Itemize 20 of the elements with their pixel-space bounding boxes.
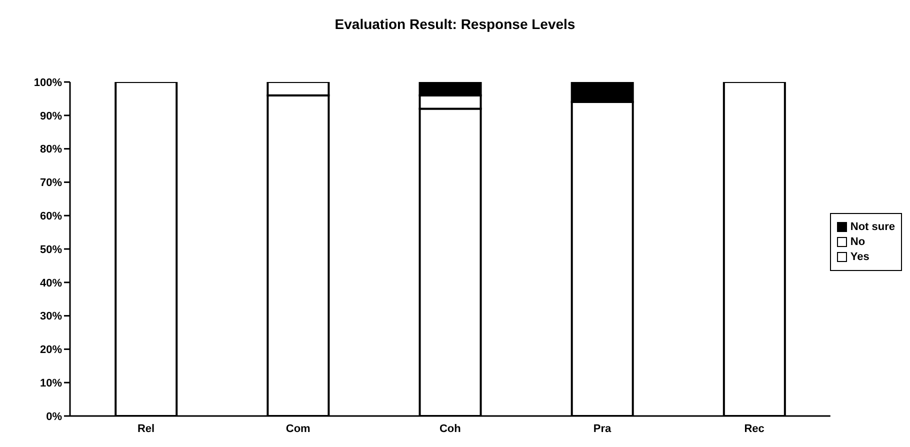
legend-label: Yes [850,251,870,263]
legend-label: No [850,236,866,248]
y-tick-label: 70% [40,177,62,190]
x-tick-label: Coh [439,422,462,435]
y-tick-label: 0% [46,410,62,423]
y-tick-label: 50% [40,244,62,256]
y-tick-label: 100% [34,76,62,89]
y-tick-label: 20% [40,344,62,356]
y-tick-label: 10% [40,378,62,390]
x-tick-label: Rel [137,422,155,435]
legend-label: Not sure [850,221,895,233]
y-tick-label: 60% [40,210,62,223]
y-tick-label: 40% [40,277,62,290]
x-tick-label: Com [286,422,311,435]
x-tick-label: Pra [593,422,612,435]
chart-title: Evaluation Result: Response Levels [334,15,576,34]
y-tick-label: 30% [40,310,62,323]
x-tick-label: Rec [744,422,764,435]
y-tick-label: 80% [40,144,62,156]
y-tick-label: 90% [40,110,62,122]
